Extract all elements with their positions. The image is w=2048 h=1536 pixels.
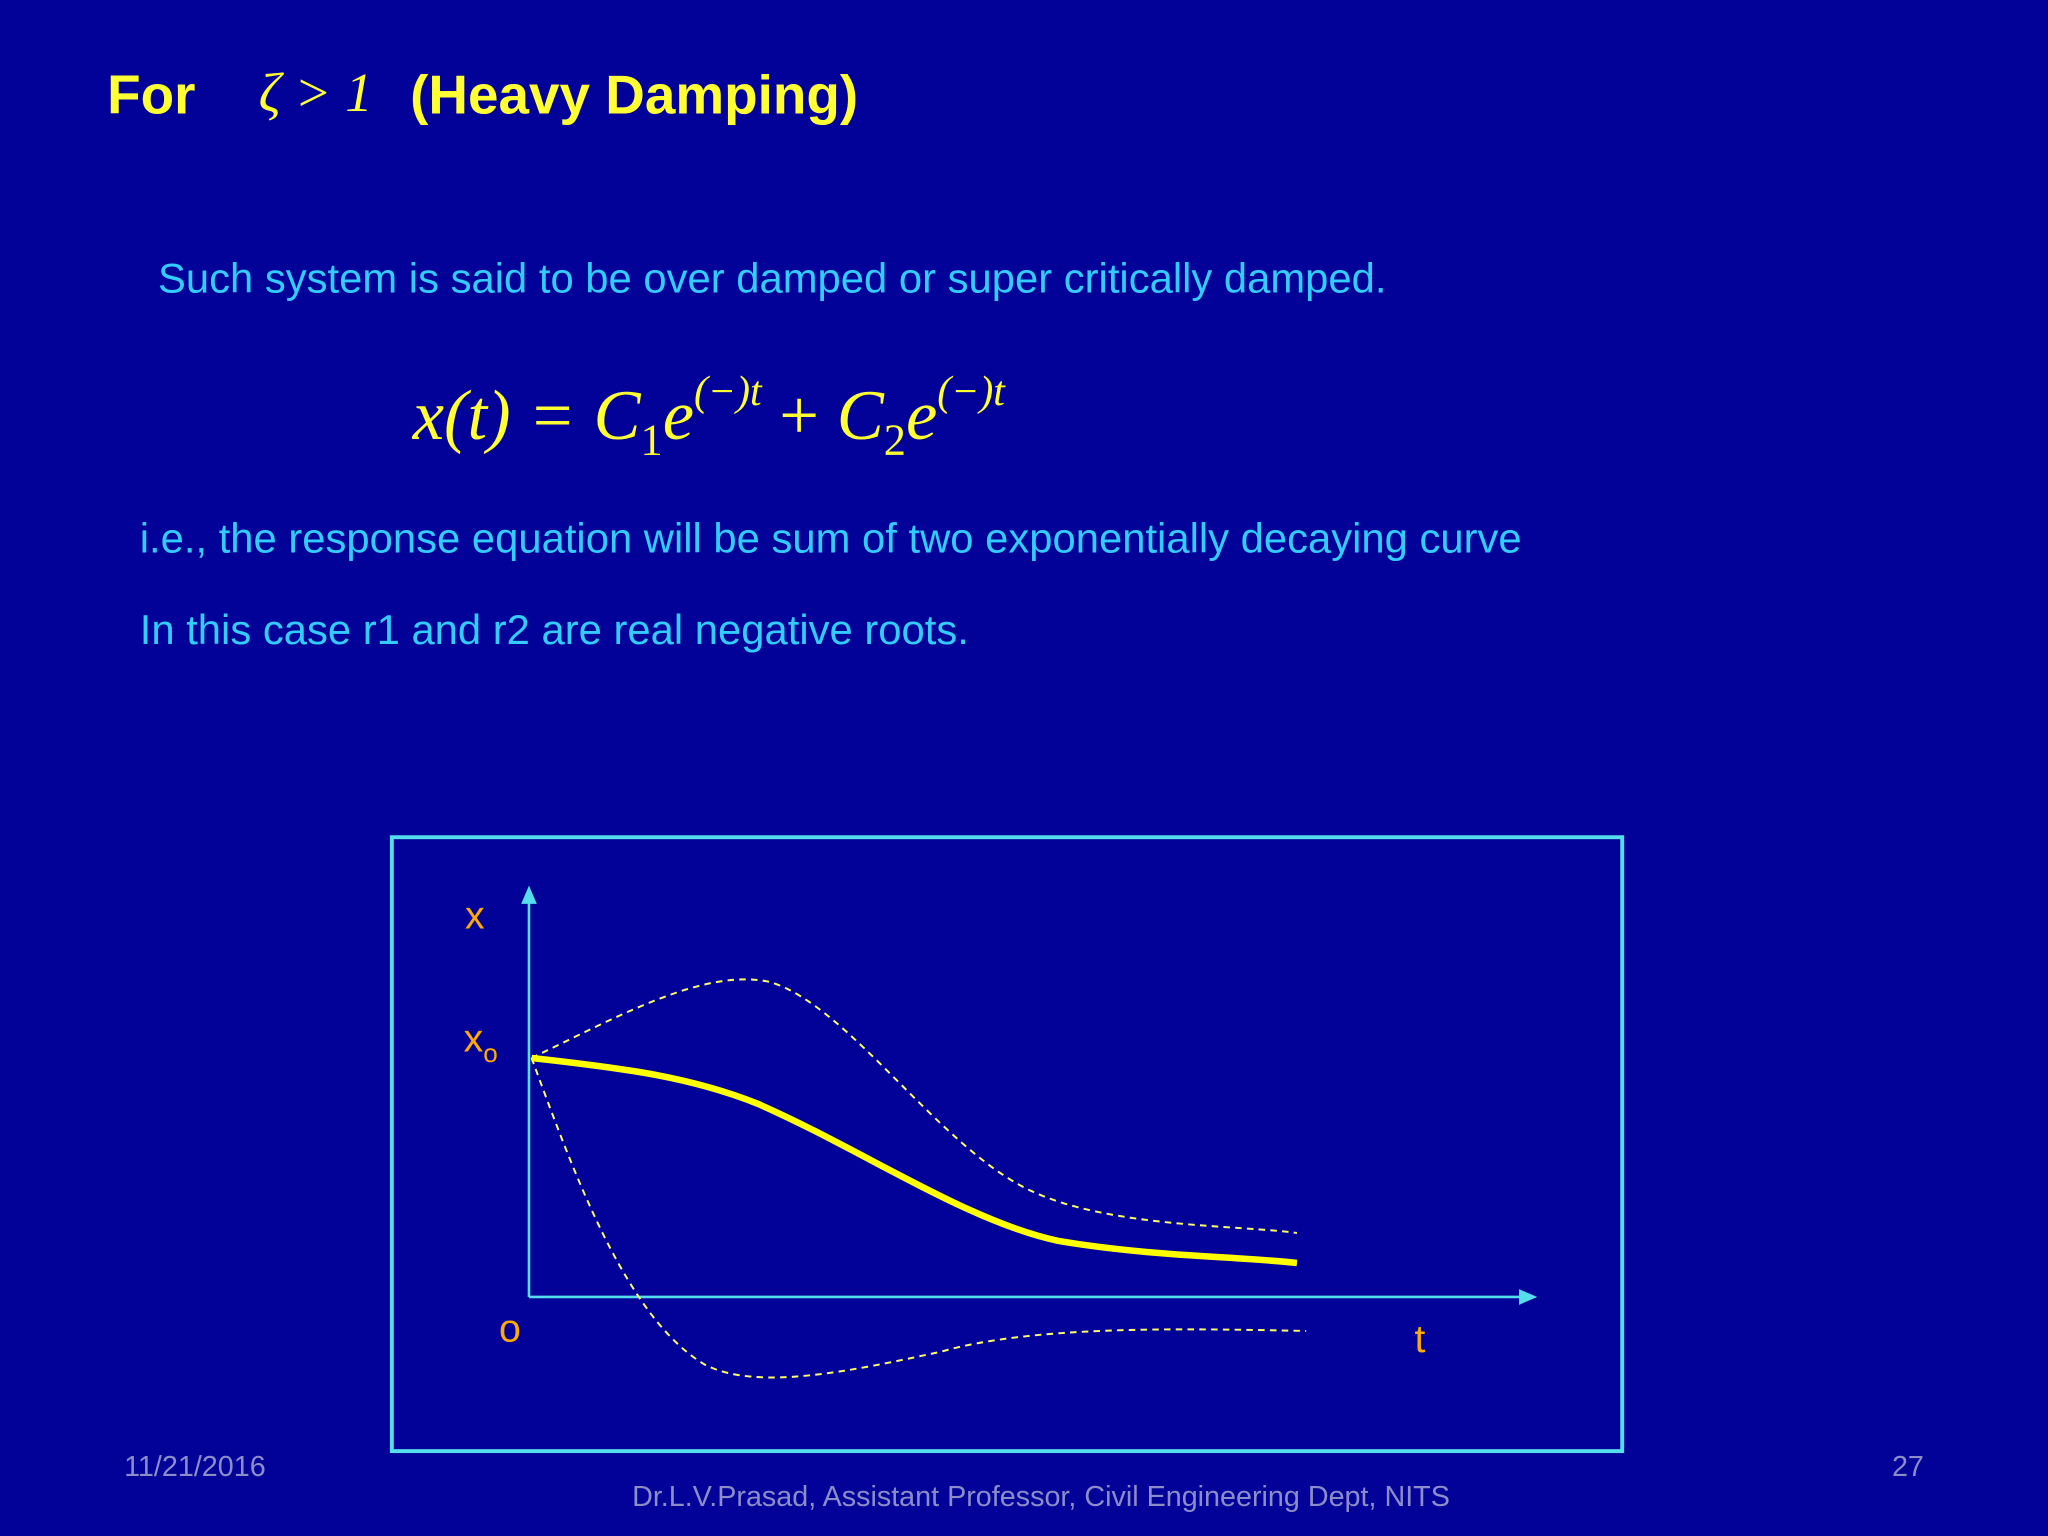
eq-coef: C	[593, 377, 641, 455]
title: (Heavy Damping)	[410, 64, 858, 126]
response-curve	[531, 1054, 1298, 1267]
eq-coef: C	[837, 377, 885, 455]
diagram: x xo o t	[389, 835, 1625, 1454]
axis-arrow	[521, 885, 537, 904]
eq-sub: 2	[884, 415, 906, 465]
eq-exp: (−)t	[937, 369, 1006, 415]
title-prefix: For	[107, 64, 195, 126]
eq-base: e	[663, 377, 694, 455]
body-line: Such system is said to be over damped or…	[158, 255, 1386, 302]
equation: x(t) = C1e(−)t + C2e(−)t	[412, 343, 1007, 465]
initial-label-base: x	[464, 1017, 484, 1060]
x-axis-label: t	[1415, 1318, 1426, 1361]
eq-sub: 1	[641, 415, 663, 465]
axis-arrow	[1519, 1289, 1538, 1305]
body-line: In this case r1 and r2 are real negative…	[140, 606, 969, 653]
footer-date: 11/21/2016	[124, 1451, 266, 1483]
initial-label: xo	[464, 1017, 498, 1067]
envelope-curve	[531, 978, 1298, 1234]
y-axis-label: x	[465, 895, 485, 938]
initial-label-subscript: o	[483, 1038, 498, 1068]
footer-author: Dr.L.V.Prasad, Assistant Professor, Civi…	[632, 1481, 1450, 1513]
eq-base: e	[906, 377, 937, 455]
title-condition: ζ > 1	[259, 62, 373, 123]
body-line: i.e., the response equation will be sum …	[140, 514, 1522, 561]
page-number: 27	[1892, 1451, 1924, 1483]
eq-lhs: x(t) =	[412, 377, 576, 455]
envelope-curve	[530, 1057, 1307, 1379]
diagram-frame	[389, 835, 1625, 1454]
eq-plus: +	[779, 377, 819, 455]
eq-exp: (−)t	[694, 369, 763, 415]
origin-label: o	[499, 1307, 521, 1350]
